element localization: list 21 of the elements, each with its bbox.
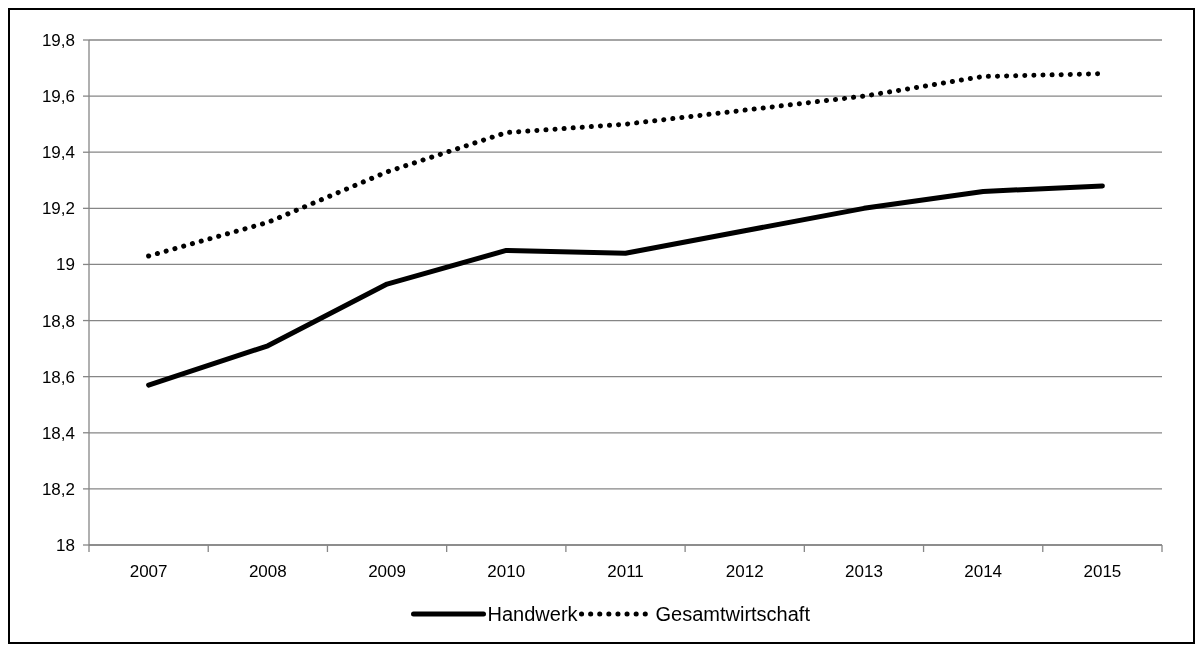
y-tick-label: 19,6	[41, 87, 75, 107]
x-tick-label: 2013	[845, 562, 883, 581]
y-tick-label: 19,8	[41, 30, 75, 50]
y-tick-label: 19,2	[41, 199, 75, 219]
x-tick-label: 2015	[1083, 562, 1122, 581]
legend-label: Handwerk	[487, 603, 579, 625]
x-tick-label: 2008	[248, 562, 287, 581]
y-tick-label: 18	[56, 535, 75, 555]
x-tick-label: 2011	[607, 562, 644, 581]
x-tick-label: 2009	[368, 562, 406, 581]
x-tick-label: 2007	[129, 562, 168, 581]
y-tick-label: 18,2	[41, 479, 75, 499]
x-tick-label: 2010	[487, 562, 526, 581]
x-tick-label: 2012	[725, 562, 764, 581]
y-tick-label: 18,4	[41, 423, 75, 443]
y-tick-label: 19	[56, 255, 75, 275]
y-tick-label: 18,6	[41, 367, 75, 387]
y-tick-label: 18,8	[41, 311, 75, 331]
legend-label: Gesamtwirtschaft	[655, 603, 811, 625]
y-tick-label: 19,4	[41, 143, 75, 163]
x-tick-label: 2014	[964, 562, 1003, 581]
